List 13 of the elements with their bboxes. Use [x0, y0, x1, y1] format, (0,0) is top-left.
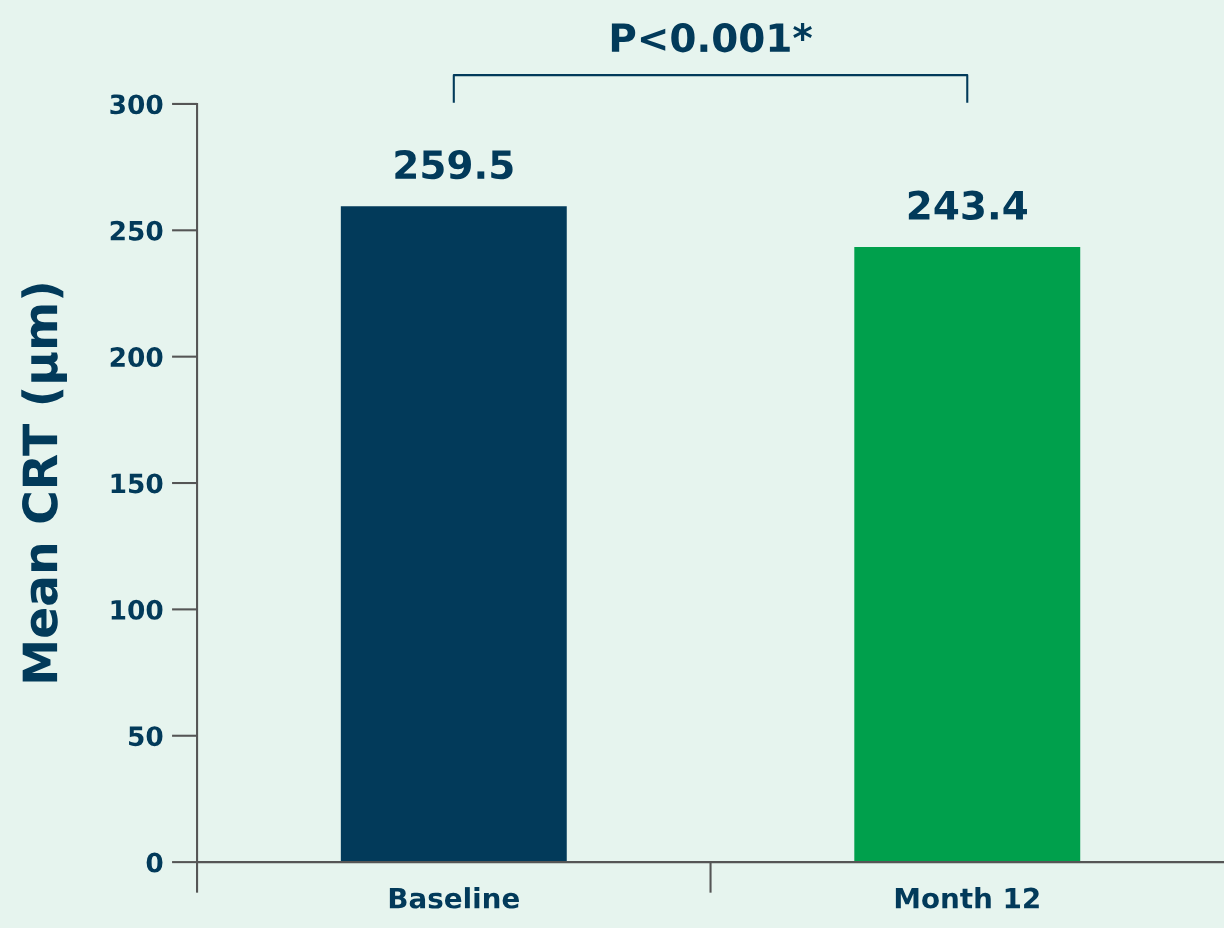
y-tick-label: 150	[111, 473, 163, 494]
y-tick-label: 0	[146, 852, 163, 873]
y-tick-label: 50	[129, 726, 163, 747]
x-tick-label: Baseline	[389, 887, 519, 909]
text: P<0.001*	[611, 23, 812, 53]
x-tick-label: Month 12	[895, 887, 1039, 909]
y-tick-label: 100	[111, 599, 163, 620]
y-tick-label: 300	[110, 94, 163, 115]
y-axis-title: Mean CRT (µm)	[21, 284, 67, 682]
data-label: 259.5	[395, 149, 513, 180]
y-tick-label: 200	[110, 347, 163, 368]
y-tick-label: 250	[110, 220, 163, 241]
data-label: 243.4	[908, 190, 1027, 220]
